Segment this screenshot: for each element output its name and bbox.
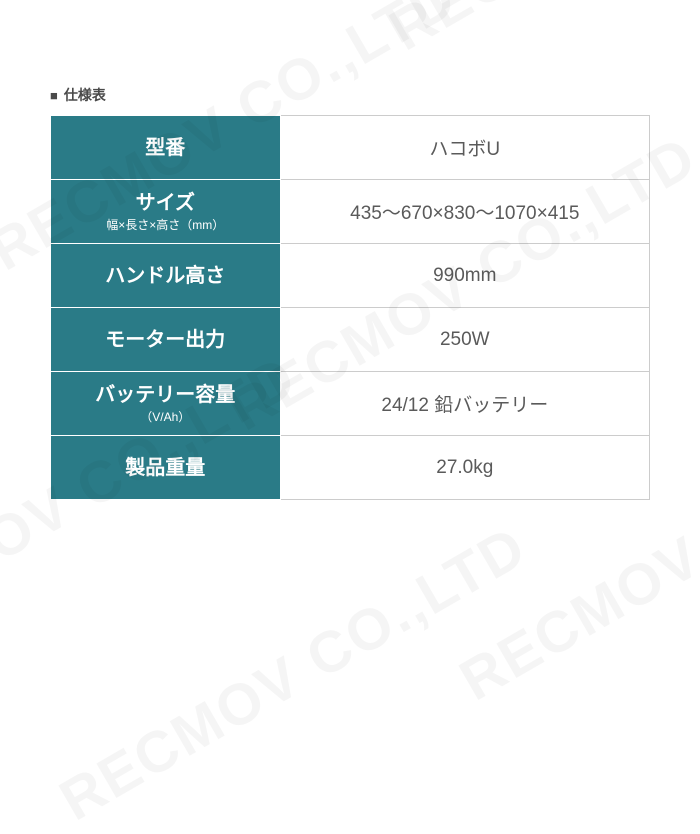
page-title: 仕様表 xyxy=(64,85,106,105)
spec-value-cell: 990mm xyxy=(280,244,649,308)
watermark-text: RECMOV CO.,LTD xyxy=(49,513,538,834)
spec-label-sub: 幅×長さ×高さ（mm） xyxy=(51,218,280,232)
spec-value-cell: 250W xyxy=(280,308,649,372)
title-marker: ■ xyxy=(50,88,58,103)
spec-table: 型番ハコボUサイズ幅×長さ×高さ（mm）435〜670×830〜1070×415… xyxy=(50,115,650,500)
spec-label-cell: 型番 xyxy=(51,116,281,180)
table-row: 型番ハコボU xyxy=(51,116,650,180)
spec-value-cell: 435〜670×830〜1070×415 xyxy=(280,180,649,244)
spec-label-main: ハンドル高さ xyxy=(51,263,280,289)
spec-label-main: バッテリー容量 xyxy=(51,382,280,408)
spec-label-cell: ハンドル高さ xyxy=(51,244,281,308)
table-row: サイズ幅×長さ×高さ（mm）435〜670×830〜1070×415 xyxy=(51,180,650,244)
spec-label-main: モーター出力 xyxy=(51,327,280,353)
spec-value-cell: 24/12 鉛バッテリー xyxy=(280,372,649,436)
spec-label-main: サイズ xyxy=(51,190,280,216)
spec-label-main: 型番 xyxy=(51,135,280,161)
table-row: 製品重量27.0kg xyxy=(51,436,650,500)
table-row: バッテリー容量 （V/Ah）24/12 鉛バッテリー xyxy=(51,372,650,436)
spec-label-sub: （V/Ah） xyxy=(51,410,280,424)
table-title-row: ■ 仕様表 xyxy=(50,85,650,105)
table-row: ハンドル高さ990mm xyxy=(51,244,650,308)
content-container: ■ 仕様表 型番ハコボUサイズ幅×長さ×高さ（mm）435〜670×830〜10… xyxy=(0,0,700,500)
spec-value-cell: ハコボU xyxy=(280,116,649,180)
spec-label-cell: 製品重量 xyxy=(51,436,281,500)
spec-label-cell: サイズ幅×長さ×高さ（mm） xyxy=(51,180,281,244)
spec-label-cell: モーター出力 xyxy=(51,308,281,372)
spec-value-cell: 27.0kg xyxy=(280,436,649,500)
spec-table-body: 型番ハコボUサイズ幅×長さ×高さ（mm）435〜670×830〜1070×415… xyxy=(51,116,650,500)
spec-label-cell: バッテリー容量 （V/Ah） xyxy=(51,372,281,436)
spec-label-main: 製品重量 xyxy=(51,455,280,481)
table-row: モーター出力250W xyxy=(51,308,650,372)
